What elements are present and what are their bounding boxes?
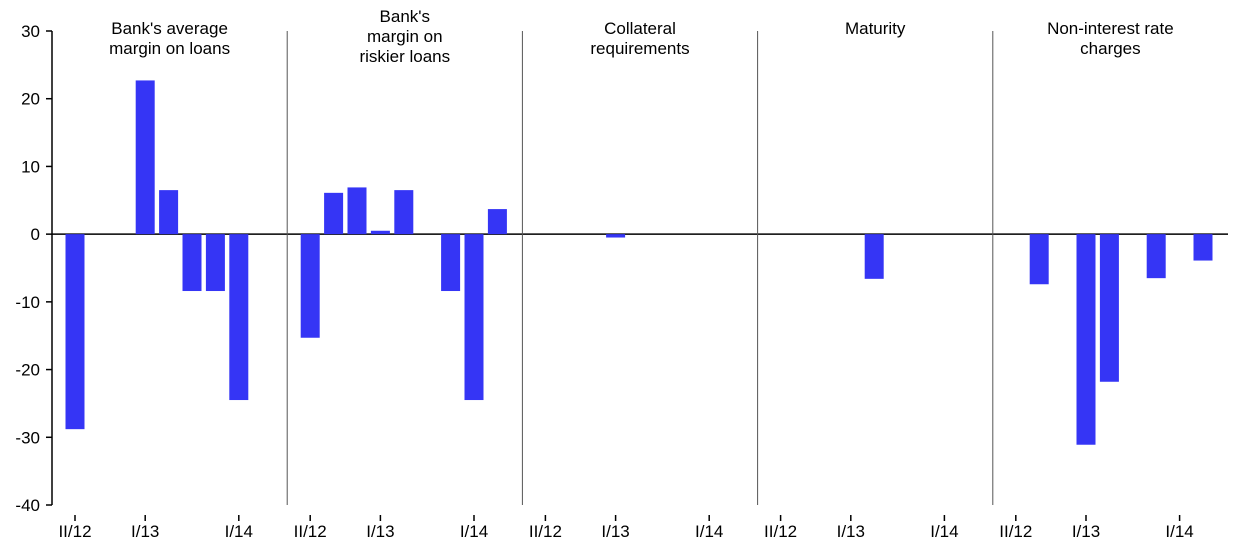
y-tick-label: 30 <box>21 22 40 41</box>
panel-title: margin on <box>367 27 443 46</box>
bar <box>300 234 320 338</box>
bar <box>1146 234 1166 279</box>
panel-title: riskier loans <box>359 47 450 66</box>
y-tick-label: -10 <box>15 293 40 312</box>
bar <box>1193 234 1213 261</box>
x-tick-label: II/12 <box>764 522 797 541</box>
y-tick-label: 20 <box>21 90 40 109</box>
bar <box>182 234 202 292</box>
y-tick-label: -30 <box>15 428 40 447</box>
y-tick-label: 10 <box>21 157 40 176</box>
x-tick-label: I/13 <box>131 522 159 541</box>
x-tick-label: I/13 <box>366 522 394 541</box>
panel-title: charges <box>1080 39 1140 58</box>
bar <box>1099 234 1119 382</box>
x-tick-label: I/13 <box>1072 522 1100 541</box>
bar <box>864 234 884 279</box>
panel-title: requirements <box>590 39 689 58</box>
x-tick-label: II/12 <box>529 522 562 541</box>
bar <box>464 234 484 401</box>
panel-title: margin on loans <box>109 39 230 58</box>
y-tick-label: 0 <box>31 225 40 244</box>
bar <box>441 234 461 292</box>
panel-title: Bank's <box>380 7 431 26</box>
bar <box>1076 234 1096 445</box>
x-tick-label: I/14 <box>1165 522 1193 541</box>
x-tick-label: II/12 <box>58 522 91 541</box>
bar <box>324 192 344 235</box>
bar <box>159 190 179 235</box>
panel-title: Collateral <box>604 19 676 38</box>
y-tick-label: -40 <box>15 496 40 515</box>
x-tick-label: I/13 <box>601 522 629 541</box>
bar <box>135 80 155 235</box>
bar <box>229 234 249 401</box>
bar <box>205 234 225 292</box>
bar <box>606 234 626 238</box>
x-tick-label: I/14 <box>225 522 253 541</box>
bar <box>347 187 367 235</box>
x-tick-label: II/12 <box>294 522 327 541</box>
x-tick-label: I/14 <box>695 522 723 541</box>
x-tick-label: I/14 <box>930 522 958 541</box>
bar <box>65 234 85 430</box>
x-tick-label: I/14 <box>460 522 488 541</box>
bar <box>487 209 507 235</box>
x-tick-label: I/13 <box>837 522 865 541</box>
x-tick-label: II/12 <box>999 522 1032 541</box>
y-tick-label: -20 <box>15 361 40 380</box>
panel-title: Maturity <box>845 19 906 38</box>
panel-title: Bank's average <box>111 19 228 38</box>
bar <box>394 190 414 235</box>
panel-title: Non-interest rate <box>1047 19 1174 38</box>
bar <box>1029 234 1049 285</box>
bar <box>370 230 390 235</box>
